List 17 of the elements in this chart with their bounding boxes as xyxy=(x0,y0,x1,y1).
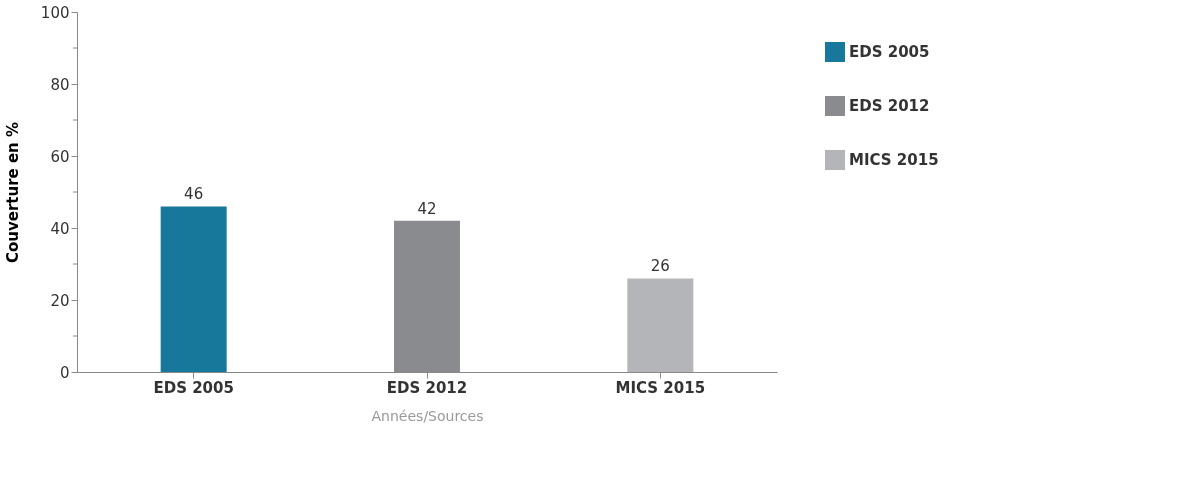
y-tick-label: 60 xyxy=(50,147,70,166)
x-axis-title: Années/Sources xyxy=(371,407,484,424)
y-tick-label: 40 xyxy=(50,219,70,238)
legend-label: EDS 2012 xyxy=(849,97,930,115)
data-label: 26 xyxy=(650,257,670,276)
y-axis-title: Couverture en % xyxy=(3,121,22,264)
y-tick-label: 80 xyxy=(50,75,70,94)
y-tick-label: 20 xyxy=(50,291,70,310)
data-label: 42 xyxy=(417,199,437,218)
data-label: 46 xyxy=(184,185,204,204)
x-tick-label: EDS 2005 xyxy=(153,378,234,397)
legend-label: MICS 2015 xyxy=(849,151,939,169)
x-tick-label: MICS 2015 xyxy=(615,378,706,397)
y-tick-label: 0 xyxy=(59,363,70,382)
x-tick-label: EDS 2012 xyxy=(386,378,468,397)
y-tick-label: 100 xyxy=(40,3,70,22)
legend-label: EDS 2005 xyxy=(849,43,930,61)
